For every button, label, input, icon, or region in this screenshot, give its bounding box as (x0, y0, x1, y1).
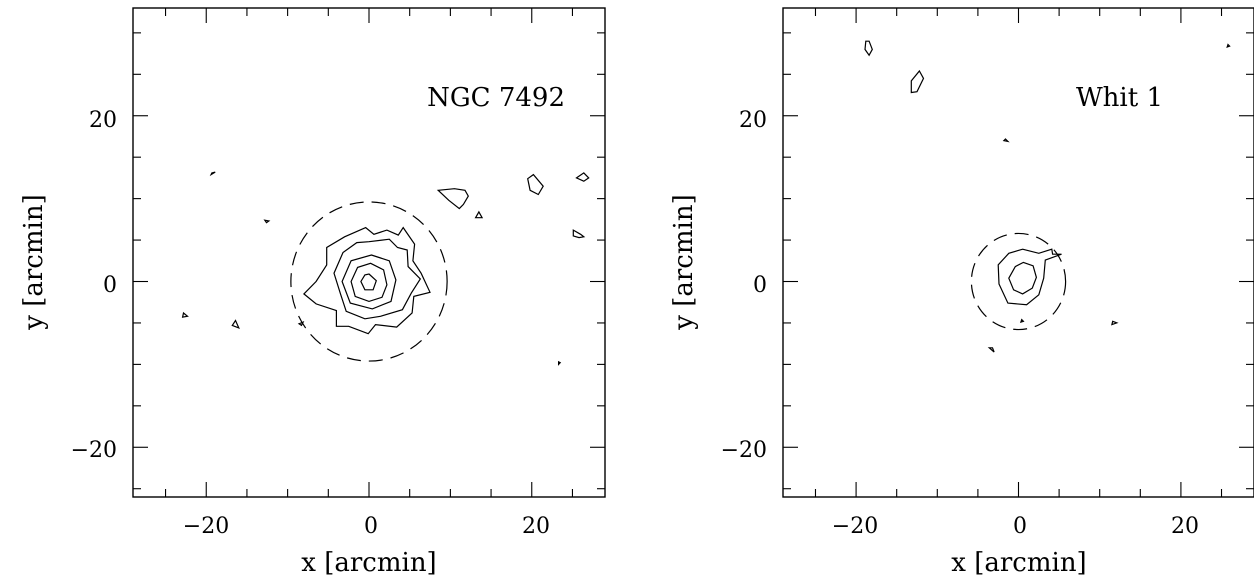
contour-line (263, 219, 271, 224)
contour-line (1002, 138, 1010, 143)
y-tick-label: 20 (739, 108, 767, 133)
contour-line (209, 171, 216, 177)
contour-line (1226, 43, 1231, 48)
panel-title: Whit 1 (1076, 83, 1163, 113)
contour-line (303, 226, 431, 335)
contour-line (527, 173, 544, 196)
y-axis-label: y [arcmin] (19, 194, 49, 330)
x-tick-label: 0 (1013, 514, 1027, 539)
contour-line (572, 229, 586, 239)
panel-whit1: Whit 1 −20 0 20 −20 0 20 x [arcmin] y [a… (669, 7, 1254, 578)
plot-frame (132, 7, 606, 498)
contour-line (557, 360, 562, 366)
contour-line (1008, 261, 1038, 295)
contour-line (864, 40, 873, 57)
contour-line (575, 172, 590, 182)
contour-lines (181, 171, 590, 366)
y-tick-label: −20 (721, 438, 767, 463)
dashed-radius-circle (290, 201, 448, 362)
y-tick-label: −20 (71, 438, 117, 463)
contour-line (997, 248, 1062, 306)
contour-line (474, 210, 484, 219)
contour-line (231, 319, 240, 329)
tick-marks (133, 8, 605, 497)
x-tick-label: 20 (522, 514, 550, 539)
y-axis-label: y [arcmin] (669, 194, 699, 330)
y-tick-label: 20 (89, 108, 117, 133)
panel-title: NGC 7492 (427, 83, 565, 113)
x-tick-label: 20 (1171, 514, 1199, 539)
x-axis-label: x [arcmin] (951, 548, 1086, 578)
dashed-radius-circle (970, 232, 1067, 331)
plot-frame (782, 7, 1254, 498)
contour-line (910, 69, 925, 94)
contour-line (436, 188, 469, 210)
x-tick-label: −20 (832, 514, 878, 539)
x-axis-label: x [arcmin] (301, 548, 436, 578)
contour-line (333, 238, 422, 320)
contour-line (341, 254, 397, 310)
tick-marks (783, 8, 1254, 497)
contour-line (350, 262, 388, 303)
contour-line (1111, 320, 1119, 326)
contour-line (987, 347, 995, 353)
y-tick-label: 0 (753, 273, 767, 298)
contour-line (1019, 318, 1025, 324)
x-tick-label: −20 (183, 514, 229, 539)
contour-line (181, 311, 189, 318)
y-tick-label: 0 (103, 273, 117, 298)
panel-ngc7492: NGC 7492 −20 0 20 −20 0 20 x [arcmin] y … (19, 7, 606, 578)
dashed-circle (290, 201, 448, 362)
x-tick-label: 0 (364, 514, 378, 539)
contour-line (360, 273, 377, 291)
dashed-circle (970, 232, 1067, 331)
contour-lines (864, 40, 1231, 353)
